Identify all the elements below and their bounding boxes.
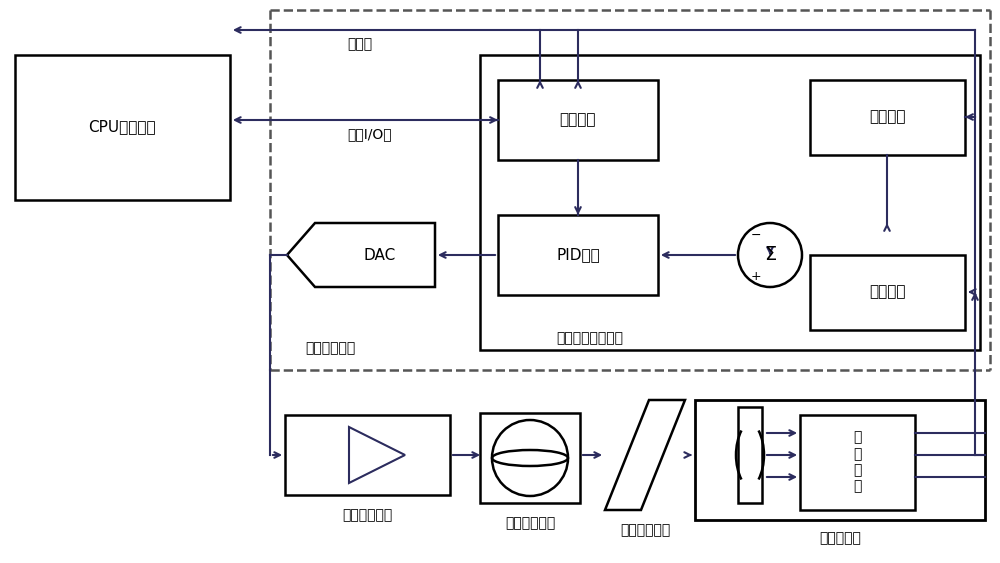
Text: CPU主控电路: CPU主控电路 bbox=[88, 119, 156, 135]
Text: 目标位置: 目标位置 bbox=[869, 109, 905, 124]
Bar bbox=[738, 407, 762, 503]
Polygon shape bbox=[605, 400, 685, 510]
Bar bbox=[810, 255, 965, 330]
Text: 电机专用控制芯片: 电机专用控制芯片 bbox=[556, 331, 624, 345]
Polygon shape bbox=[349, 427, 405, 483]
Bar bbox=[498, 215, 658, 295]
Text: DAC: DAC bbox=[364, 248, 396, 262]
Text: 反馈控制电路: 反馈控制电路 bbox=[305, 341, 355, 355]
Text: 插
値
电
路: 插 値 电 路 bbox=[853, 431, 861, 493]
Text: 控制线: 控制线 bbox=[347, 37, 373, 51]
Text: 电机驱动电路: 电机驱动电路 bbox=[342, 508, 392, 522]
Circle shape bbox=[738, 223, 802, 287]
Bar bbox=[498, 80, 658, 160]
Bar bbox=[480, 413, 580, 503]
Bar bbox=[15, 55, 230, 200]
Text: 光电编码器: 光电编码器 bbox=[819, 531, 861, 545]
Text: Σ: Σ bbox=[764, 245, 776, 265]
Text: 主机I/O口: 主机I/O口 bbox=[348, 127, 392, 141]
Bar bbox=[695, 400, 985, 520]
Text: 直流无刷电机: 直流无刷电机 bbox=[505, 516, 555, 530]
Bar bbox=[810, 80, 965, 155]
Bar bbox=[285, 415, 450, 495]
Bar bbox=[480, 55, 980, 350]
Polygon shape bbox=[287, 223, 435, 287]
Text: PID调节: PID调节 bbox=[556, 248, 600, 262]
Text: 主机接口: 主机接口 bbox=[560, 113, 596, 127]
Text: 全息衍射光栌: 全息衍射光栌 bbox=[620, 523, 670, 537]
Text: 反馈位置: 反馈位置 bbox=[869, 284, 905, 300]
Bar bbox=[800, 415, 915, 510]
Text: −: − bbox=[751, 229, 761, 242]
Text: +: + bbox=[751, 270, 761, 284]
